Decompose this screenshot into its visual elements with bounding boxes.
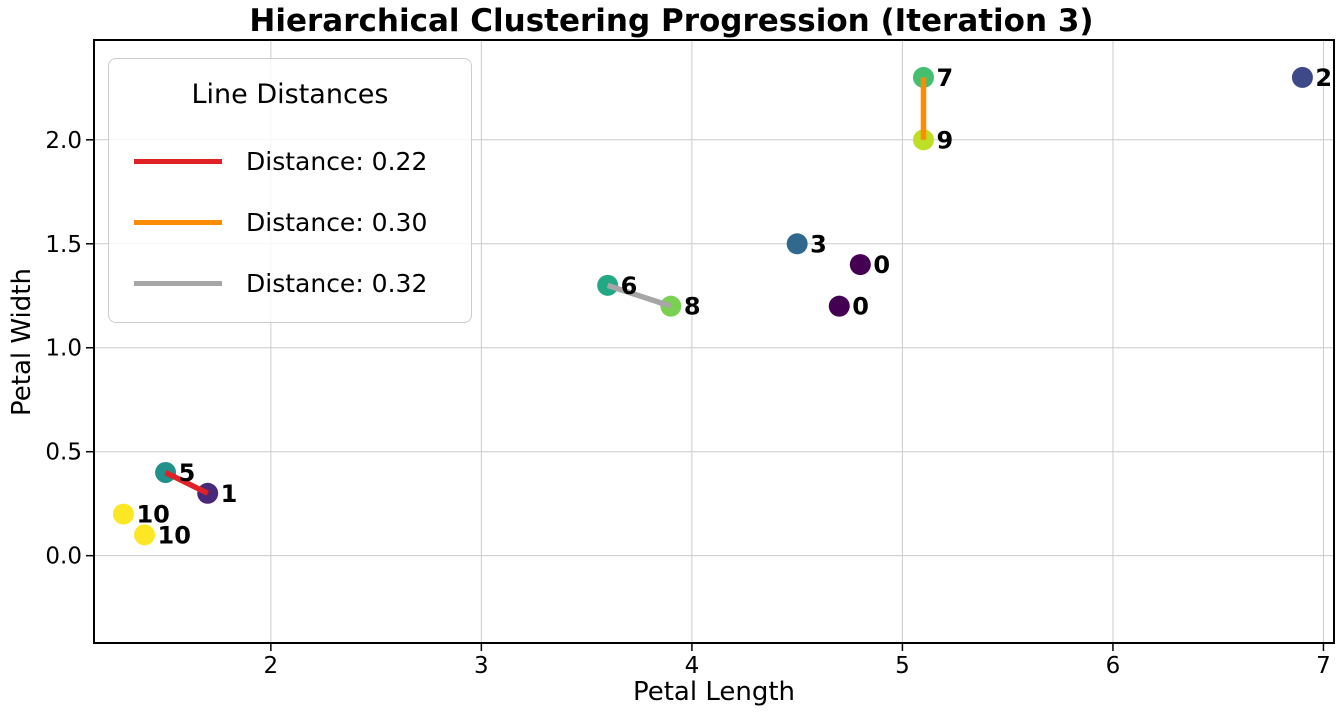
y-axis-label: Petal Width — [7, 268, 37, 416]
legend-box: Line Distances Distance: 0.22 Distance: … — [108, 58, 472, 323]
y-tick-label: 0.5 — [45, 440, 82, 466]
x-tick-label: 3 — [474, 653, 489, 679]
point-label: 10 — [158, 521, 191, 549]
chart-title: Hierarchical Clustering Progression (Ite… — [249, 3, 1094, 39]
point-label: 10 — [136, 501, 169, 529]
legend-entry: Distance: 0.32 — [134, 263, 427, 303]
point-label: 9 — [936, 126, 953, 154]
x-tick-label: 5 — [895, 653, 910, 679]
x-axis-label: Petal Length — [632, 677, 796, 707]
point-label: 3 — [810, 230, 827, 258]
data-point-3 — [786, 233, 808, 255]
point-label: 2 — [1315, 64, 1332, 92]
legend-entry-label: Distance: 0.22 — [246, 146, 428, 176]
point-label: 5 — [179, 459, 196, 487]
legend-title: Line Distances — [191, 79, 389, 110]
point-label: 0 — [873, 251, 890, 279]
legend-line-swatch-orange — [134, 219, 222, 225]
distance-line-0.32 — [606, 282, 672, 309]
x-tick-label: 7 — [1316, 653, 1331, 679]
legend-entry-label: Distance: 0.30 — [246, 207, 428, 237]
legend-entry: Distance: 0.22 — [134, 141, 427, 181]
legend-entry-label: Distance: 0.32 — [246, 268, 428, 298]
x-tick-label: 4 — [685, 653, 700, 679]
legend-line-swatch-gray — [134, 280, 222, 286]
data-point-0 — [828, 295, 850, 317]
legend-line-swatch-red — [134, 158, 222, 164]
y-tick-label: 0.0 — [45, 544, 82, 570]
x-tick-label: 2 — [264, 653, 279, 679]
distance-line-0.22 — [164, 470, 209, 496]
x-tick-label: 6 — [1106, 653, 1121, 679]
plot-frame — [93, 39, 1335, 644]
point-label: 0 — [852, 293, 869, 321]
y-tick-label: 1.0 — [45, 336, 82, 362]
y-tick-label: 1.5 — [45, 232, 82, 258]
y-tick-label: 2.0 — [45, 128, 82, 154]
point-label: 1 — [221, 480, 238, 508]
legend-entry: Distance: 0.30 — [134, 202, 427, 242]
point-label: 6 — [621, 272, 638, 300]
data-point-2 — [1291, 66, 1313, 88]
point-label: 7 — [936, 64, 953, 92]
data-point-10 — [112, 503, 134, 525]
point-label: 8 — [684, 293, 701, 321]
data-point-10 — [134, 524, 156, 546]
data-point-0 — [849, 254, 871, 276]
